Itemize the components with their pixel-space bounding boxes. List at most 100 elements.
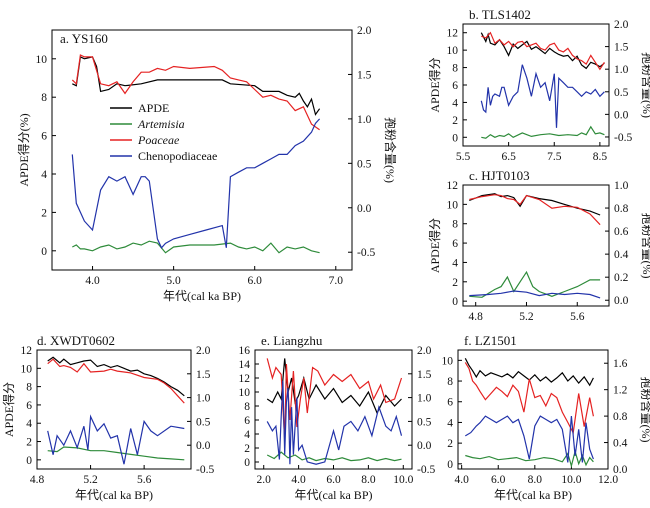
x-tick-label: 4.8 (30, 474, 45, 486)
x-tick-label: 6.0 (491, 474, 506, 486)
y-tick-label: 4 (41, 169, 47, 181)
legend-label: Poaceae (137, 133, 180, 147)
x-tick-label: 4.8 (469, 311, 484, 323)
x-tick-label: 7.5 (547, 151, 562, 163)
y2-tick-label: 1.0 (196, 393, 211, 405)
y2-tick-label: 0.0 (196, 440, 211, 452)
series-line-poaceae (266, 358, 403, 442)
y2-axis-label: 孢粉含量(%) (383, 117, 398, 183)
y-tick-label: 6 (244, 415, 250, 427)
x-tick-label: 5.5 (456, 151, 471, 163)
y-tick-label: 0 (26, 455, 32, 467)
y-tick-label: 6 (447, 397, 453, 409)
y2-tick-label: -0.5 (357, 247, 375, 259)
series-line-chenopodiaceae (464, 415, 594, 463)
series-line-apde (47, 356, 185, 397)
y-tick-label: 2 (41, 207, 47, 219)
series-line-chenopodiaceae (469, 290, 601, 299)
x-tick-label: 5.6 (570, 311, 585, 323)
series-line-artemisia (481, 125, 605, 139)
y-tick-label: 8 (452, 63, 458, 75)
y2-tick-label: 1.0 (417, 393, 432, 405)
y-tick-label: 6 (41, 131, 47, 143)
y-tick-label: 10 (36, 54, 48, 66)
y2-tick-label: 0.5 (357, 158, 372, 170)
legend-label: Chenopodiaceae (138, 149, 217, 163)
series-line-apde (464, 358, 594, 387)
series-line-apde (266, 358, 402, 415)
y2-tick-label: 0.8 (613, 411, 628, 423)
y-tick-label: 14 (239, 359, 251, 371)
x-tick-label: 6.0 (326, 474, 341, 486)
y-tick-label: 12 (447, 180, 459, 192)
plot-frame (51, 29, 353, 271)
y2-tick-label: 1.2 (613, 385, 628, 397)
y2-tick-label: 2.0 (196, 345, 211, 357)
x-tick-label: 5.2 (83, 474, 98, 486)
y2-axis-label: 孢粉含量(%) (640, 52, 650, 118)
y2-tick-label: 0.0 (417, 440, 432, 452)
y2-axis-label: 孢粉含量(%) (640, 213, 650, 279)
y-tick-label: 6 (452, 238, 458, 250)
y2-tick-label: 0.0 (357, 203, 372, 215)
y-tick-label: 12 (239, 373, 251, 385)
y-tick-label: 16 (239, 345, 251, 357)
y-tick-label: 4 (452, 257, 458, 269)
y-tick-label: 8 (447, 376, 453, 388)
y2-tick-label: 0.0 (613, 464, 628, 476)
y2-tick-label: 1.5 (357, 69, 372, 81)
y2-tick-label: 0.8 (614, 203, 629, 215)
y2-tick-label: 1.5 (417, 369, 432, 381)
y-tick-label: 6 (452, 80, 458, 92)
y2-axis-label: 孢粉含量(%) (639, 377, 650, 443)
x-tick-label: 12.0 (598, 474, 618, 486)
x-axis-label: 年代(cal ka BP) (494, 488, 572, 502)
y2-tick-label: 1.0 (357, 114, 372, 126)
y2-tick-label: -0.5 (417, 464, 435, 476)
y-tick-label: 2 (447, 438, 453, 450)
y2-tick-label: 1.0 (614, 64, 629, 76)
chart-panel-6: 4.0 6.0 8.0 10.0 12.0 0 2 4 6 8 10 0.0 0.4 0.8 1.2 1.6 f… (442, 333, 650, 502)
x-tick-label: 8.5 (593, 151, 608, 163)
y-tick-label: 10 (442, 355, 454, 367)
y2-tick-label: 2.0 (417, 345, 432, 357)
plot-frame (462, 184, 610, 307)
plot-frame (457, 349, 609, 470)
y-tick-label: 0 (244, 457, 250, 469)
y-tick-label: 2 (244, 443, 250, 455)
x-tick-label: 8.0 (361, 474, 376, 486)
chart-panel-4: 4.8 5.2 5.6 0 2 4 6 8 10 12 -0.5 0.0 0.5 1.0 1.5 2.0 d. … (1, 333, 214, 502)
y-tick-label: 4 (244, 429, 250, 441)
y2-tick-label: 0.0 (614, 109, 629, 121)
x-tick-label: 6.0 (248, 275, 263, 287)
series-line-chenopodiaceae (47, 414, 185, 465)
series-line-poaceae (464, 362, 594, 435)
x-tick-label: 10.0 (393, 474, 413, 486)
series-line-apde (469, 193, 601, 216)
y-tick-label: 10 (447, 199, 459, 211)
x-tick-label: 8.0 (528, 474, 543, 486)
y-tick-label: 8 (26, 382, 32, 394)
series-line-artemisia (72, 240, 320, 254)
y2-tick-label: 1.5 (614, 42, 629, 54)
panel-title: e. Liangzhu (261, 333, 323, 348)
y-tick-label: 10 (447, 45, 459, 57)
y2-tick-label: 0.5 (614, 87, 629, 99)
y2-tick-label: 1.6 (613, 358, 628, 370)
panel-title: d. XWDT0602 (37, 333, 115, 348)
y2-tick-label: -0.5 (196, 464, 214, 476)
y2-tick-label: 0.6 (614, 226, 629, 238)
y2-tick-label: 0.5 (417, 416, 432, 428)
y-tick-label: 6 (26, 400, 32, 412)
x-tick-label: 4.0 (85, 275, 100, 287)
y2-tick-label: 0.4 (613, 438, 628, 450)
y2-tick-label: 2.0 (357, 25, 372, 37)
x-axis-label: 年代(cal ka BP) (295, 488, 373, 502)
chart-panel-3: 4.8 5.2 5.6 0 2 4 6 8 10 12 0.0 0.2 0.4 0.6 0.8 1.0 c. H… (427, 168, 650, 323)
y-tick-label: 2 (452, 277, 458, 289)
chart-panel-1: 4.0 5.0 6.0 7.0 0 2 4 6 8 10 -0.5 0.0 0.5 1.0 1.5 2.0 a.… (16, 25, 398, 303)
series-line-poaceae (47, 358, 185, 404)
x-tick-label: 4.0 (291, 474, 306, 486)
y-tick-label: 10 (21, 363, 33, 375)
